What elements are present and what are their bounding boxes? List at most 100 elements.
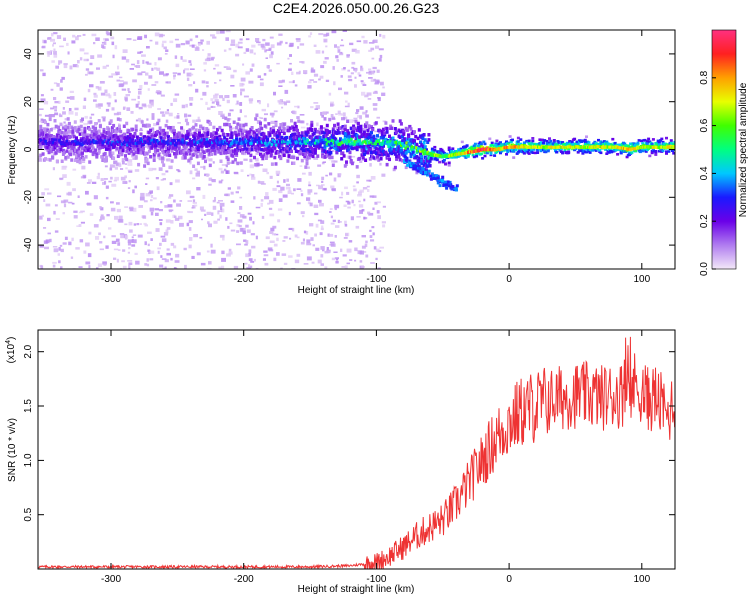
spectrogram-cell xyxy=(165,131,169,135)
spectrogram-speckle xyxy=(296,188,302,190)
spectrogram-cell xyxy=(223,122,227,127)
spectrogram-cell xyxy=(231,160,235,164)
spectrogram-cell xyxy=(175,149,179,154)
spectrogram-speckle xyxy=(381,92,386,96)
spectrogram-speckle xyxy=(214,64,220,67)
spectrogram-speckle xyxy=(245,71,250,75)
spectrogram-speckle xyxy=(173,76,176,80)
spectrogram-cell xyxy=(462,149,465,152)
spectrogram-speckle xyxy=(372,66,377,70)
spectrogram-speckle xyxy=(174,38,179,41)
spectrogram-speckle xyxy=(349,259,353,261)
spectrogram-speckle xyxy=(160,94,165,97)
spectrogram-speckle xyxy=(63,64,68,69)
spectrogram-speckle xyxy=(122,265,127,269)
spectrogram-speckle xyxy=(325,174,328,177)
spectrogram-speckle xyxy=(239,109,242,113)
spectrogram-speckle xyxy=(264,49,267,53)
spectrogram-cell xyxy=(392,167,396,172)
spectrogram-speckle xyxy=(99,241,103,244)
spectrogram-cell xyxy=(350,134,354,139)
spectrogram-speckle xyxy=(367,98,372,100)
spectrogram-cell xyxy=(214,146,218,150)
spectrogram-ridge-cell xyxy=(403,144,406,148)
spectrogram-cell xyxy=(657,140,661,144)
spectrogram-speckle xyxy=(323,188,327,191)
spectrogram-cell xyxy=(530,149,534,152)
spectrogram-speckle xyxy=(249,49,254,54)
spectrogram-speckle xyxy=(165,73,169,76)
spectrogram-ridge-cell xyxy=(264,141,267,145)
spectrogram-speckle xyxy=(124,206,128,208)
spectrogram-speckle xyxy=(216,31,220,35)
spectrogram-cell xyxy=(433,145,437,149)
spectrogram-speckle xyxy=(354,247,358,252)
spectrogram-cell xyxy=(471,153,475,157)
spectrogram-speckle xyxy=(227,187,231,190)
spectrogram-speckle xyxy=(331,118,336,120)
spectrogram-cell xyxy=(585,150,588,154)
spectrogram-ridge-cell xyxy=(315,139,318,143)
spectrogram-ridge-cell xyxy=(237,142,241,146)
spectrogram-cell xyxy=(208,163,212,168)
spectrogram-speckle xyxy=(346,54,350,58)
spectrogram-speckle xyxy=(128,267,131,269)
spectrogram-speckle xyxy=(257,75,261,78)
spectrogram-ridge-cell xyxy=(128,143,131,147)
spectrogram-speckle xyxy=(259,78,264,81)
spectrogram-ridge-cell xyxy=(313,144,316,147)
spectrogram-speckle xyxy=(109,164,115,168)
spectrogram-cell xyxy=(408,161,411,165)
spectrogram-speckle xyxy=(242,63,245,66)
spectrogram-speckle xyxy=(48,37,52,39)
spectrogram-cell xyxy=(444,162,448,166)
spectrogram-speckle xyxy=(127,251,130,254)
spectrogram-speckle xyxy=(108,227,112,230)
spectrogram-cell xyxy=(323,131,327,135)
spectrogram-cell xyxy=(92,150,96,154)
spectrogram-ridge-cell xyxy=(350,137,353,141)
spectrogram-speckle xyxy=(166,109,169,112)
spectrogram-ridge-cell xyxy=(225,139,229,142)
spectrogram-ridge-cell xyxy=(72,140,75,144)
spectrogram-cell xyxy=(167,125,170,130)
spectrogram-speckle xyxy=(359,250,364,255)
spectrogram-speckle xyxy=(114,45,118,50)
spectrogram-speckle xyxy=(286,183,290,186)
spectrogram-cell xyxy=(188,152,192,156)
spectrogram-cell xyxy=(643,148,647,151)
spectrogram-ridge-cell xyxy=(220,139,224,143)
spectrogram-speckle xyxy=(289,42,294,47)
spectrogram-speckle xyxy=(300,189,303,192)
spectrogram-cell xyxy=(304,152,308,156)
spectrogram-cell xyxy=(328,148,332,152)
spectrogram-cell xyxy=(415,154,419,159)
spectrogram-speckle xyxy=(105,31,109,35)
spectrogram-cell xyxy=(552,139,556,142)
spectrogram-speckle xyxy=(52,261,57,264)
spectrogram-speckle xyxy=(189,63,192,66)
spectrogram-cell xyxy=(164,149,168,154)
spectrogram-cell xyxy=(75,136,78,140)
spectrogram-speckle xyxy=(216,101,220,105)
spectrogram-cell xyxy=(173,132,176,136)
spectrogram-cell xyxy=(167,135,170,139)
spectrogram-speckle xyxy=(165,81,168,84)
spectrogram-cell xyxy=(575,140,579,144)
spectrogram-cell xyxy=(71,129,75,134)
spectrogram-speckle xyxy=(206,40,210,45)
spectrogram-speckle xyxy=(102,261,107,265)
spectrogram-speckle xyxy=(151,67,154,71)
spectrogram-cell xyxy=(249,136,253,140)
spectrogram-speckle xyxy=(88,179,92,183)
spectrogram-cell xyxy=(319,128,323,132)
spectrogram-speckle xyxy=(55,65,59,69)
spectrogram-speckle xyxy=(322,111,327,115)
spectrogram-speckle xyxy=(42,72,46,77)
spectrogram-speckle xyxy=(259,82,264,87)
spectrogram-speckle xyxy=(134,65,137,68)
spectrogram-speckle xyxy=(163,46,167,50)
spectrogram-speckle xyxy=(98,106,101,109)
spectrogram-speckle xyxy=(185,103,188,108)
spectrogram-cell xyxy=(110,137,114,141)
